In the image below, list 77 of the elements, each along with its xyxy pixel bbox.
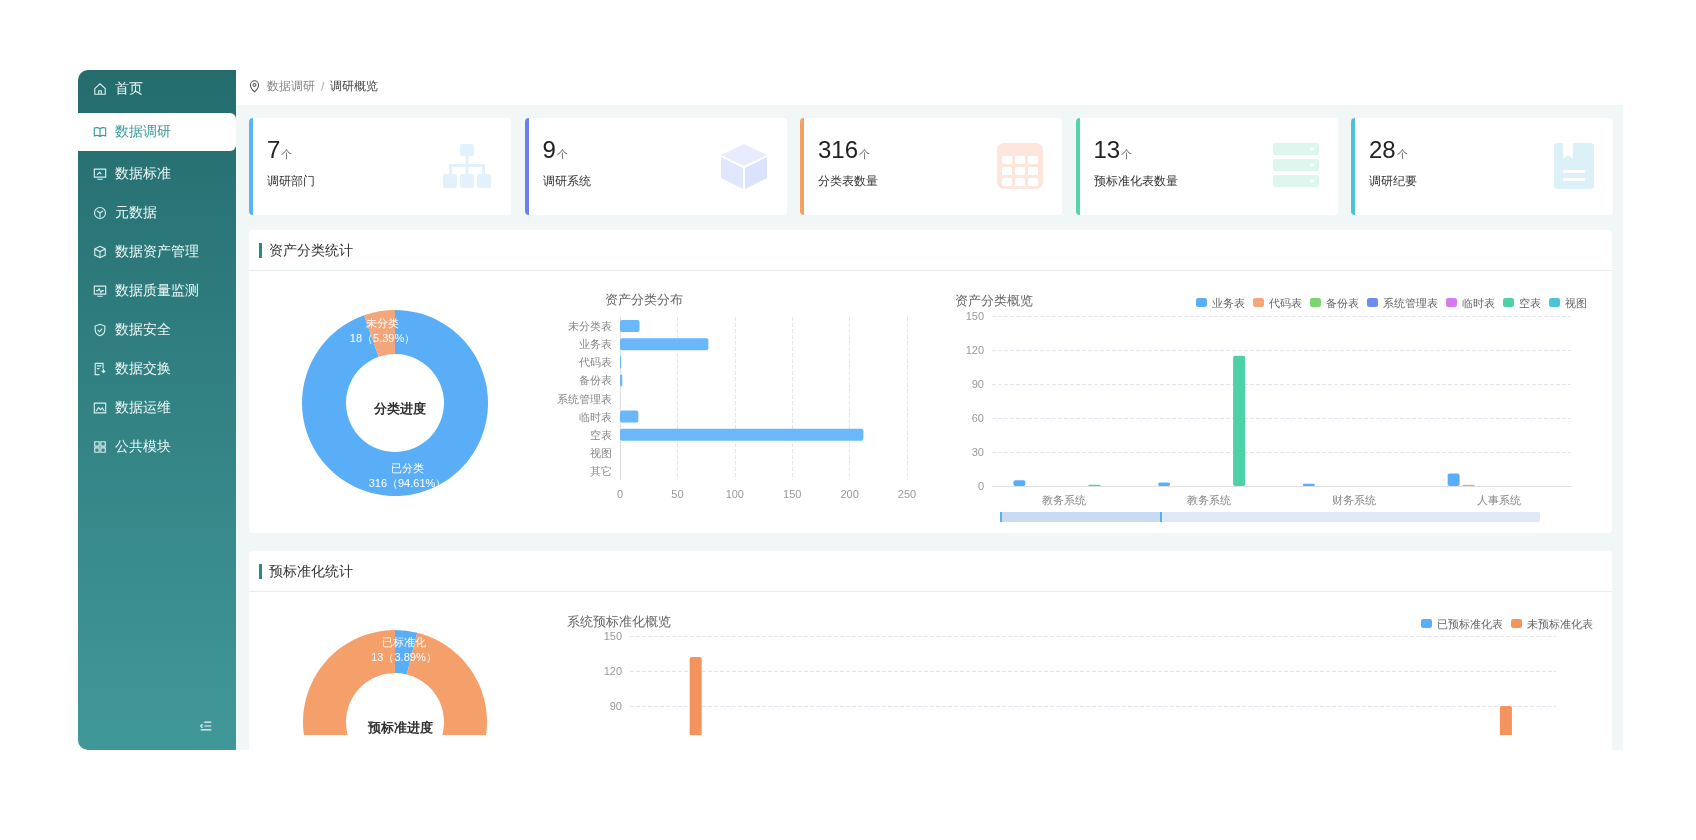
y-tick-label: 业务表 [579, 338, 612, 351]
y-tick-label: 90 [971, 378, 984, 390]
y-tick-label: 其它 [590, 464, 612, 477]
x-tick-label: 50 [671, 487, 684, 500]
text: 预标准进度 [366, 719, 433, 735]
text: 个 [556, 148, 568, 160]
text: 个 [281, 148, 293, 160]
y-tick-label: 临时表 [579, 410, 612, 423]
category-label: 分类表数量 [818, 173, 878, 190]
legend-label: 视图 [1565, 296, 1587, 309]
category-label: 数据调研 [115, 123, 171, 141]
x-tick-label: 教务系统 [1187, 493, 1232, 506]
chart-title: 系统预标准化概览 [567, 614, 671, 629]
category-label: 数据交换 [115, 360, 171, 378]
bar [1233, 355, 1246, 486]
bar [620, 410, 639, 423]
bar [1447, 473, 1460, 486]
legend-label: 已预标准化表 [1437, 617, 1503, 630]
x-tick-label: 250 [897, 487, 917, 500]
legend-label: 业务表 [1212, 296, 1245, 309]
category-label: 预标准化表数量 [1093, 173, 1178, 190]
category-label: 数据安全 [115, 321, 171, 339]
category-label: 数据标准 [115, 165, 171, 183]
category-label: 元数据 [115, 204, 157, 222]
category-label: 数据运维 [115, 399, 171, 417]
legend-label: 系统管理表 [1383, 296, 1438, 309]
data-label: 13 [1093, 136, 1121, 163]
x-tick-label: 200 [840, 487, 859, 500]
text: 个 [1121, 148, 1133, 160]
category-label: 公共模块 [115, 438, 171, 456]
x-tick-label: 人事系统 [1476, 493, 1521, 506]
y-tick-label: 90 [609, 700, 622, 712]
text: 分类进度 [373, 400, 426, 416]
y-tick-label: 120 [603, 665, 622, 677]
category-label: 调研系统 [542, 173, 591, 190]
y-tick-label: 120 [965, 344, 984, 356]
legend-label: 空表 [1519, 296, 1541, 309]
y-tick-label: 系统管理表 [557, 392, 612, 405]
y-tick-label: 60 [971, 412, 984, 424]
x-tick-label: 100 [725, 487, 744, 500]
category-label: 数据资产管理 [115, 243, 199, 261]
category-label: 调研部门 [267, 173, 315, 190]
data-label: 28 [1369, 136, 1396, 163]
x-tick-label: 教务系统 [1042, 493, 1087, 506]
category-label: 调研纪要 [1369, 173, 1417, 190]
category-label: 首页 [115, 80, 143, 98]
y-tick-label: 代码表 [578, 356, 612, 369]
text: 个 [859, 148, 871, 160]
chart-title: 资产分类分布 [605, 292, 683, 307]
bar [620, 320, 640, 333]
y-tick-label: 备份表 [579, 374, 612, 387]
x-tick-label: 财务系统 [1331, 493, 1376, 506]
y-tick-label: 未分类表 [568, 320, 612, 333]
y-tick-label: 30 [971, 446, 984, 458]
data-label: 316 [818, 136, 859, 163]
bar [620, 338, 709, 351]
text: / [321, 79, 325, 94]
legend-label: 代码表 [1268, 296, 1302, 309]
chart-title: 资产分类概览 [955, 293, 1033, 308]
legend-label: 临时表 [1462, 296, 1495, 309]
y-tick-label: 空表 [590, 428, 612, 441]
text: 数据调研 [267, 78, 315, 95]
category-label: 数据质量监测 [115, 282, 199, 300]
text: 资产分类统计 [269, 242, 353, 260]
slice-label: 已分类 [390, 462, 424, 475]
y-tick-label: 150 [603, 630, 622, 642]
legend-label: 未预标准化表 [1527, 617, 1593, 630]
text: 个 [1396, 148, 1408, 160]
data-label: 9 [542, 136, 556, 163]
text: 预标准化统计 [269, 563, 353, 581]
x-tick-label: 150 [783, 487, 802, 500]
data-label: 7 [267, 136, 281, 163]
bar [620, 428, 864, 441]
text: 调研概览 [330, 78, 379, 95]
y-tick-label: 视图 [590, 446, 612, 459]
legend-label: 备份表 [1326, 296, 1359, 309]
y-tick-label: 150 [965, 310, 984, 322]
